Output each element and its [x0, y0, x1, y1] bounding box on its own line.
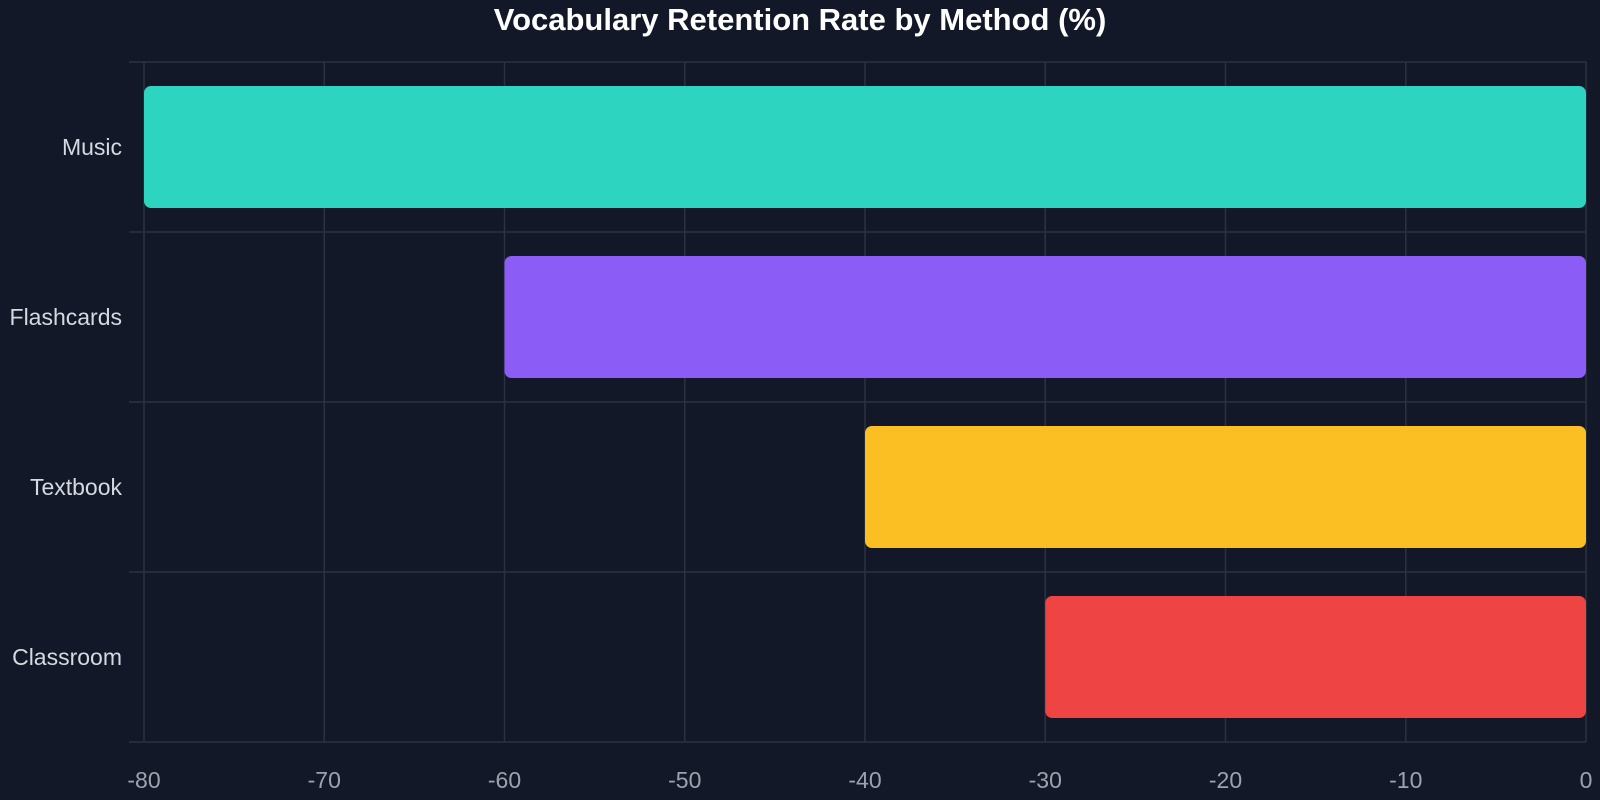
category-label-textbook: Textbook: [30, 474, 123, 500]
x-tick-label: -60: [488, 767, 521, 793]
category-label-music: Music: [62, 134, 122, 160]
x-tick-label: -80: [127, 767, 160, 793]
bar-music: [144, 86, 1586, 208]
bar-flashcards: [504, 256, 1586, 378]
bar-textbook: [865, 426, 1586, 548]
x-tick-label: -30: [1029, 767, 1062, 793]
category-label-flashcards: Flashcards: [10, 304, 122, 330]
x-tick-label: 0: [1580, 767, 1593, 793]
x-tick-label: -50: [668, 767, 701, 793]
category-label-classroom: Classroom: [12, 644, 122, 670]
chart-title: Vocabulary Retention Rate by Method (%): [493, 2, 1107, 37]
x-tick-label: -20: [1209, 767, 1242, 793]
x-tick-label: -70: [308, 767, 341, 793]
x-tick-label: -10: [1389, 767, 1422, 793]
x-tick-label: -40: [848, 767, 881, 793]
bar-classroom: [1045, 596, 1586, 718]
